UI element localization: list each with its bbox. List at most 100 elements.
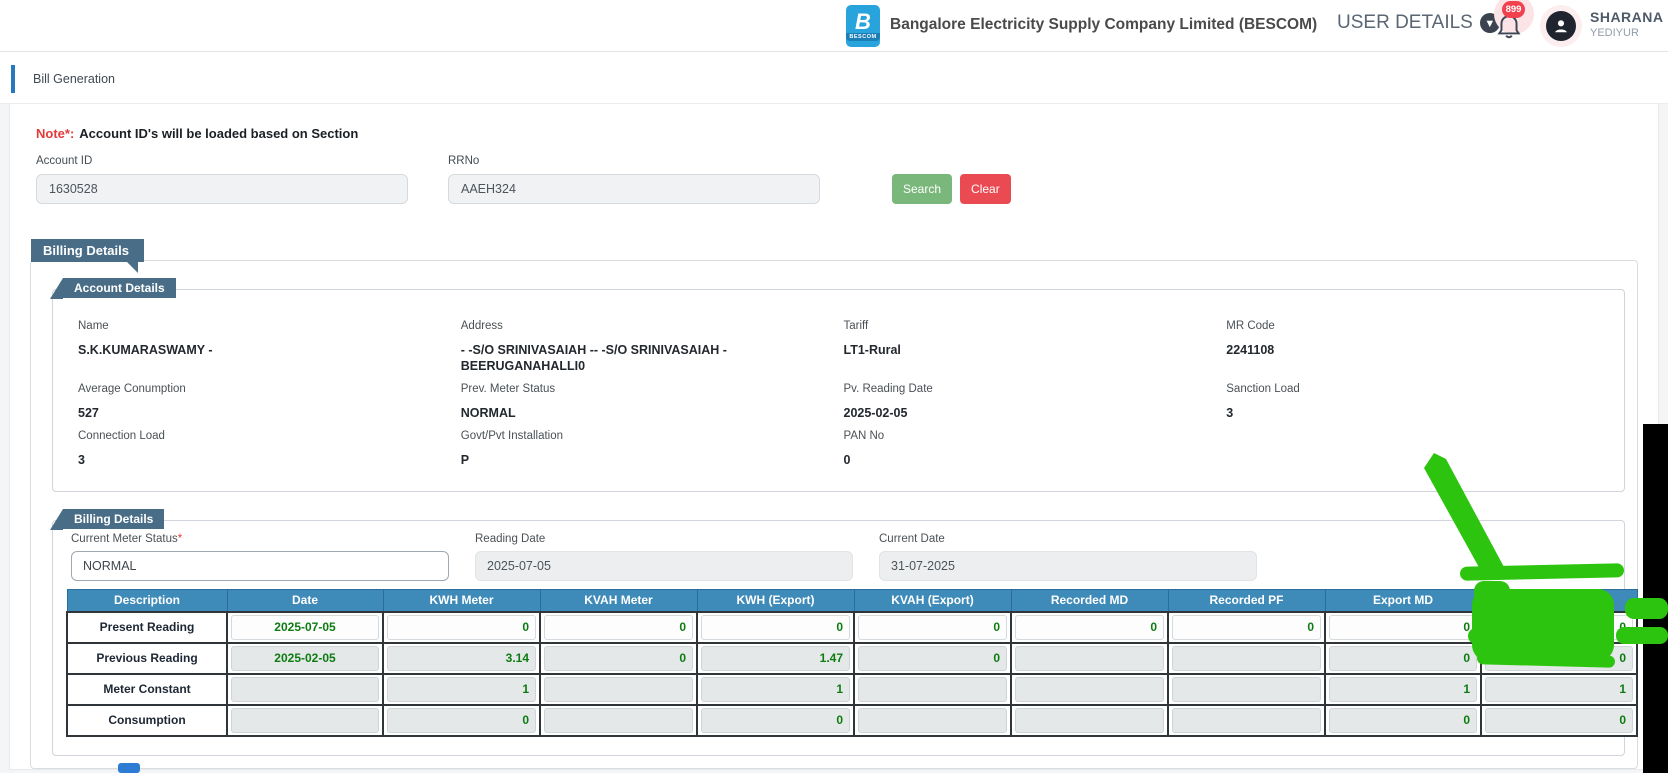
user-name: SHARANA xyxy=(1590,9,1664,25)
current-date-label: Current Date xyxy=(879,533,945,545)
bescom-logo-icon: B BESCOM xyxy=(846,5,880,47)
logo-letter: B xyxy=(855,9,871,34)
account-id-input[interactable] xyxy=(36,174,408,204)
rrno-input[interactable] xyxy=(448,174,820,204)
rrno-label: RRNo xyxy=(448,155,480,167)
avg-consumption-value: 527 xyxy=(78,406,99,420)
empty-cell xyxy=(1226,430,1599,468)
prev-meter-status-field: Prev. Meter Status NORMAL xyxy=(461,383,834,421)
present-kvah-export-input[interactable]: 0 xyxy=(858,614,1007,640)
account-id-field: Account ID xyxy=(36,155,408,204)
account-details-title: Account Details xyxy=(50,278,176,299)
screenshot-edge-strip xyxy=(1643,424,1668,773)
current-meter-status-label: Current Meter Status* xyxy=(71,533,183,545)
org-title: Bangalore Electricity Supply Company Lim… xyxy=(890,16,1318,33)
pv-reading-date-field: Pv. Reading Date 2025-02-05 xyxy=(844,383,1217,421)
user-avatar[interactable] xyxy=(1540,5,1582,47)
consumption-kwh-value: 0 xyxy=(387,707,536,733)
row-label: Meter Constant xyxy=(66,672,228,706)
col-kwh-export: KWH (Export) xyxy=(696,589,855,612)
user-details-menu[interactable]: USER DETAILS ▼ xyxy=(1337,12,1500,34)
previous-recorded-pf-value xyxy=(1172,645,1321,671)
present-kwh-export-input[interactable]: 0 xyxy=(701,614,850,640)
present-date-input[interactable]: 2025-07-05 xyxy=(231,614,379,640)
connection-load-label: Connection Load xyxy=(78,430,165,442)
sanction-load-field: Sanction Load 3 xyxy=(1226,383,1599,421)
previous-kwh-export-value: 1.47 xyxy=(701,645,850,671)
pv-reading-date-value: 2025-02-05 xyxy=(843,406,908,420)
table-row-consumption: Consumption 0 0 0 0 xyxy=(66,703,1638,737)
previous-kwh-value: 3.14 xyxy=(387,645,536,671)
content-card: Note*: Account ID's will be loaded based … xyxy=(9,104,1659,770)
pan-no-field: PAN No 0 xyxy=(844,430,1217,468)
search-button[interactable]: Search xyxy=(892,174,953,204)
govt-pvt-field: Govt/Pvt Installation P xyxy=(461,430,834,468)
sanction-load-value: 3 xyxy=(1226,406,1234,420)
tariff-label: Tariff xyxy=(843,320,869,332)
readings-table: Description Date KWH Meter KVAH Meter KW… xyxy=(66,589,1638,737)
present-recorded-pf-input[interactable]: 0 xyxy=(1172,614,1321,640)
present-kwh-input[interactable]: 0 xyxy=(387,614,536,640)
current-meter-status-field: Current Meter Status* xyxy=(71,533,449,581)
present-recorded-md-input[interactable]: 0 xyxy=(1015,614,1164,640)
avg-consumption-field: Average Conumption 527 xyxy=(78,383,451,421)
user-identity: SHARANA YEDIYUR xyxy=(1590,9,1664,39)
present-kvah-input[interactable]: 0 xyxy=(544,614,693,640)
address-label: Address xyxy=(460,320,503,332)
constant-date-value xyxy=(231,676,379,702)
billing-details-fieldset: Billing Details Current Meter Status* Re… xyxy=(49,509,1638,756)
consumption-kvah-value xyxy=(544,707,693,733)
row-label: Present Reading xyxy=(66,610,228,644)
previous-kvah-export-value: 0 xyxy=(858,645,1007,671)
col-export-md: Export MD xyxy=(1324,589,1482,612)
col-kvah-meter: KVAH Meter xyxy=(539,589,698,612)
clear-button[interactable]: Clear xyxy=(960,174,1011,204)
constant-kvah-export-value xyxy=(858,676,1007,702)
billing-details-panel-title: Billing Details xyxy=(31,239,144,273)
pv-reading-date-label: Pv. Reading Date xyxy=(843,383,933,395)
notification-badge: 899 xyxy=(1502,1,1525,18)
constant-srtpv-value: 1 xyxy=(1485,676,1633,702)
consumption-srtpv-value: 0 xyxy=(1485,707,1633,733)
account-id-label: Account ID xyxy=(36,155,93,167)
reading-date-field: Reading Date xyxy=(475,533,853,581)
connection-load-value: 3 xyxy=(78,453,85,467)
current-date-field: Current Date xyxy=(879,533,1257,581)
constant-recorded-pf-value xyxy=(1172,676,1321,702)
govt-pvt-value: P xyxy=(460,453,470,467)
pan-no-value: 0 xyxy=(843,453,851,467)
previous-recorded-md-value xyxy=(1015,645,1164,671)
govt-pvt-label: Govt/Pvt Installation xyxy=(460,430,564,442)
billing-details-panel: Billing Details Account Details Name S.K… xyxy=(30,239,1638,769)
consumption-date-value xyxy=(231,707,379,733)
mr-code-value: 2241108 xyxy=(1226,343,1275,357)
pan-no-label: PAN No xyxy=(843,430,885,442)
name-label: Name xyxy=(78,320,109,332)
present-export-md-input[interactable]: 0 xyxy=(1329,614,1477,640)
constant-export-md-value: 1 xyxy=(1329,676,1477,702)
row-label: Previous Reading xyxy=(66,641,228,675)
consumption-recorded-md-value xyxy=(1015,707,1164,733)
note-text: Account ID's will be loaded based on Sec… xyxy=(79,126,359,141)
meter-status-select[interactable] xyxy=(71,551,449,581)
previous-srtpv-value: 0 xyxy=(1485,645,1633,671)
consumption-export-md-value: 0 xyxy=(1329,707,1477,733)
required-asterisk: * xyxy=(177,533,183,545)
row-label: Consumption xyxy=(66,703,228,737)
address-value: - -S/O SRINIVASAIAH -- -S/O SRINIVASAIAH… xyxy=(460,343,727,373)
user-details-label: USER DETAILS xyxy=(1337,12,1473,33)
consumption-kvah-export-value xyxy=(858,707,1007,733)
account-details-grid: Name S.K.KUMARASWAMY - Address - -S/O SR… xyxy=(53,290,1624,491)
rrno-field: RRNo xyxy=(448,155,820,204)
constant-kwh-value: 1 xyxy=(387,676,536,702)
present-srtpv-input[interactable]: 0 xyxy=(1485,614,1633,640)
tariff-field: Tariff LT1-Rural xyxy=(844,320,1217,374)
previous-date-value: 2025-02-05 xyxy=(231,645,379,671)
avatar-circle xyxy=(1546,11,1576,41)
app-header: B BESCOM Bangalore Electricity Supply Co… xyxy=(0,0,1668,52)
mr-code-label: MR Code xyxy=(1226,320,1275,332)
page-title: Bill Generation xyxy=(33,72,115,86)
sanction-load-label: Sanction Load xyxy=(1226,383,1300,395)
title-accent-bar xyxy=(11,65,15,93)
notifications-button[interactable]: 899 xyxy=(1488,0,1534,50)
